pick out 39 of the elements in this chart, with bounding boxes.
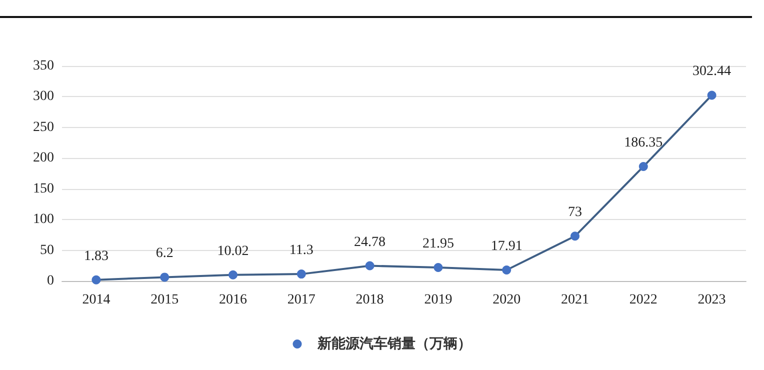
point: [570, 232, 580, 241]
y-tick-label: 150: [33, 181, 54, 196]
point: [92, 275, 101, 284]
point: [160, 272, 170, 282]
data-label: 21.95: [422, 236, 454, 252]
x-tick-label: 2016: [219, 292, 247, 308]
data-label: 1.83: [84, 248, 108, 264]
y-tick-label: 250: [33, 120, 54, 135]
legend-label: 新能源汽车销量（万辆）: [316, 335, 472, 352]
data-label: 73: [568, 205, 582, 220]
x-tick-label: 2022: [629, 292, 658, 308]
x-tick-label: 2014: [82, 292, 110, 308]
point: [365, 261, 374, 270]
y-tick-label: 200: [33, 150, 54, 166]
data-label: 24.78: [354, 234, 386, 250]
point: [638, 162, 648, 172]
point: [228, 270, 238, 280]
y-tick-label: 50: [40, 242, 54, 258]
data-label: 10.02: [217, 244, 249, 259]
data-label: 11.3: [289, 243, 314, 258]
x-tick-label: 2019: [424, 292, 452, 308]
data-label: 6.2: [156, 246, 174, 262]
x-tick-label: 2017: [287, 292, 316, 308]
point: [707, 90, 716, 100]
x-tick-label: 2023: [698, 292, 726, 308]
point: [296, 270, 306, 279]
x-tick-label: 2020: [492, 292, 521, 308]
point: [434, 263, 443, 272]
data-label: 17.91: [490, 239, 522, 254]
y-tick-label: 0: [47, 274, 54, 288]
y-tick-label: 350: [33, 58, 54, 74]
x-tick-label: 2021: [561, 292, 589, 308]
data-label: 302.44: [692, 64, 732, 80]
y-tick-label: 100: [33, 212, 54, 228]
data-label: 186.35: [624, 136, 663, 151]
y-tick-label: 300: [33, 89, 54, 104]
x-tick-label: 2015: [150, 292, 179, 308]
point: [502, 266, 512, 274]
x-tick-label: 2018: [356, 292, 384, 308]
